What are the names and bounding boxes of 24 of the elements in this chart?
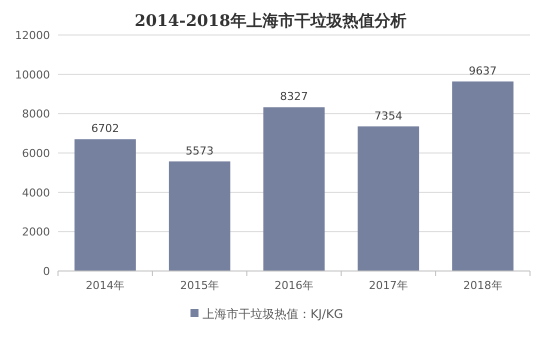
- data-label: 7354: [374, 109, 402, 122]
- y-tick-label: 6000: [22, 147, 50, 160]
- bar: [74, 139, 136, 271]
- x-tick-label: 2016年: [274, 279, 314, 292]
- y-tick-label: 8000: [22, 108, 50, 121]
- data-label: 9637: [468, 64, 497, 78]
- bar: [168, 161, 230, 271]
- y-tick-label: 10000: [15, 68, 50, 82]
- y-tick-label: 0: [43, 265, 50, 278]
- bar: [263, 107, 325, 271]
- chart-title: 2014-2018年上海市干垃圾热值分析: [134, 11, 406, 30]
- y-tick-label: 4000: [22, 186, 50, 200]
- x-tick-label: 2017年: [368, 279, 408, 292]
- data-label: 6702: [91, 122, 120, 136]
- bar: [358, 126, 420, 271]
- bar: [452, 81, 514, 271]
- x-tick-label: 2018年: [463, 279, 502, 292]
- y-tick-label: 12000: [15, 29, 50, 42]
- x-tick-label: 2015年: [180, 279, 220, 292]
- legend-label: 上海市干垃圾热值：KJ/KG: [202, 307, 344, 321]
- y-tick-label: 2000: [22, 226, 50, 239]
- x-tick-label: 2014年: [86, 279, 125, 292]
- data-label: 8327: [280, 90, 308, 104]
- data-label: 5573: [186, 144, 214, 158]
